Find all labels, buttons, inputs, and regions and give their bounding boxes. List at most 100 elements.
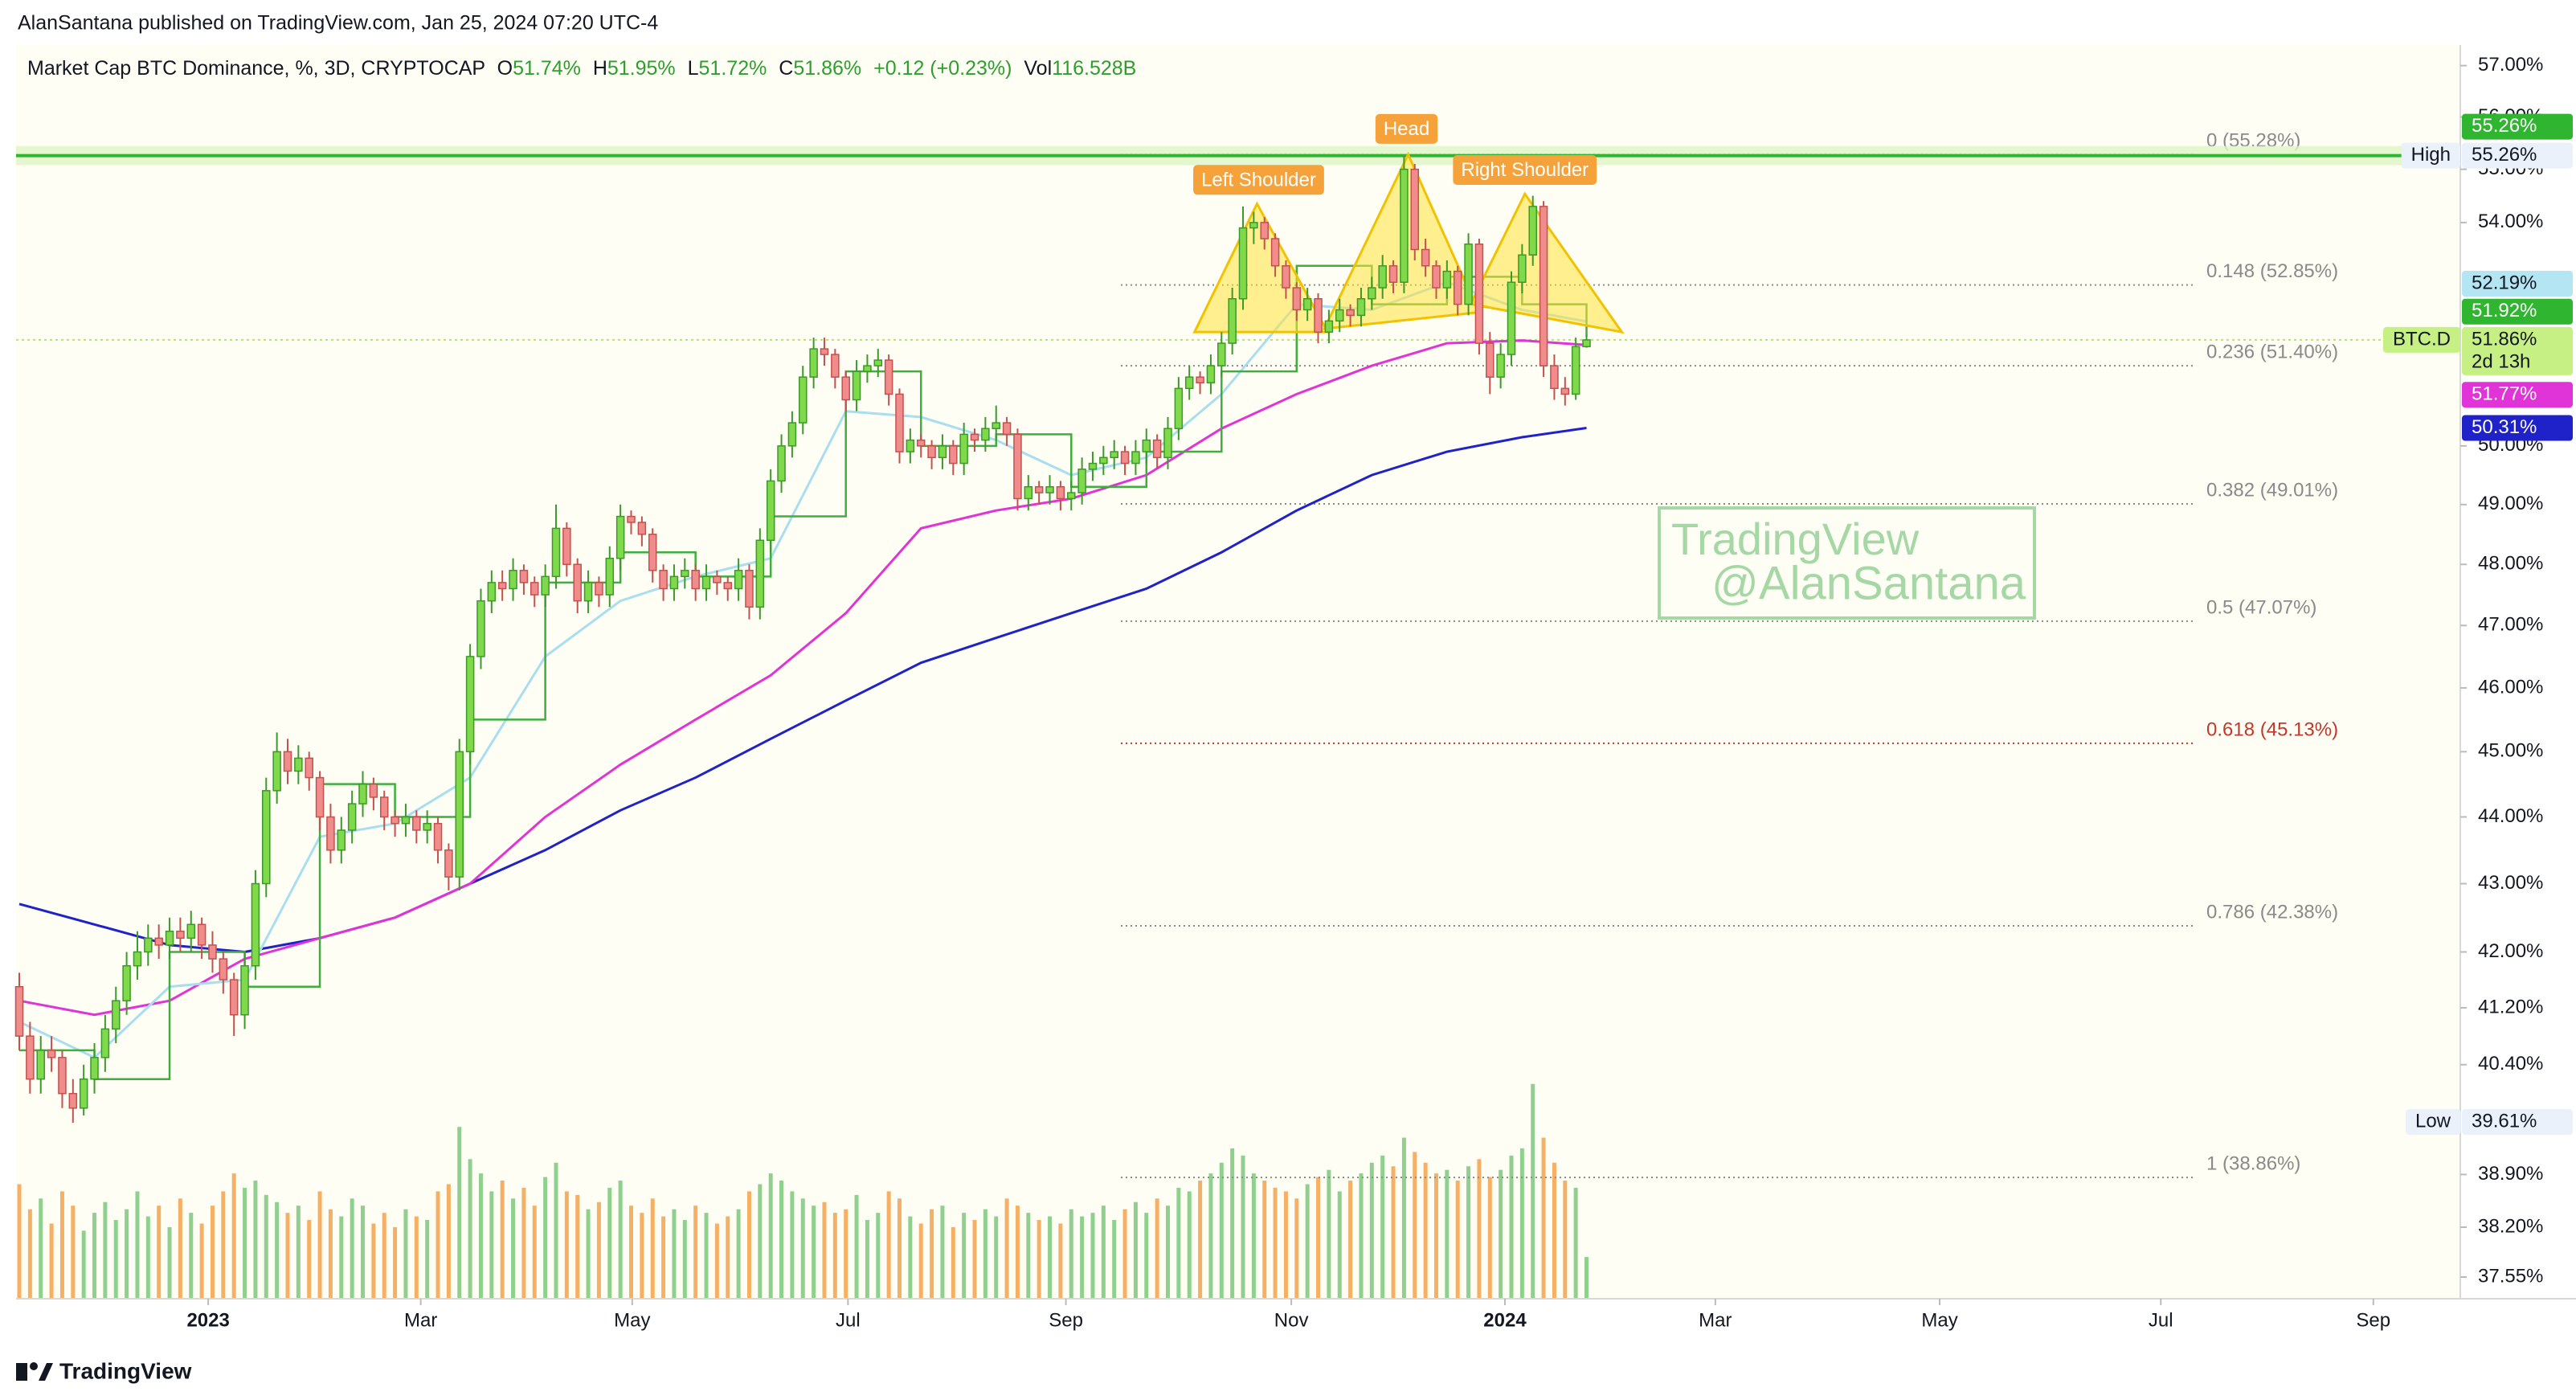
legend-h-label: H — [593, 57, 607, 80]
candle-body — [455, 751, 464, 878]
volume-bar — [661, 1216, 666, 1299]
price-tag-box — [2462, 298, 2573, 325]
candle-body — [916, 439, 926, 447]
candle-body — [1302, 298, 1312, 311]
candle-body — [669, 575, 679, 590]
candle-body — [1174, 387, 1184, 429]
volume-bar — [865, 1220, 869, 1299]
volume-bar — [1327, 1169, 1331, 1299]
candle-body — [262, 790, 271, 885]
volume-bar — [994, 1216, 999, 1299]
volume-bar — [1391, 1166, 1396, 1299]
candle-body — [283, 751, 292, 772]
volume-bar — [157, 1206, 162, 1299]
volume-bar — [682, 1220, 687, 1299]
fib-label: 1 (38.86%) — [2206, 1152, 2300, 1174]
volume-bar — [1165, 1206, 1170, 1299]
candle-body — [1560, 387, 1570, 395]
volume-bar — [231, 1173, 236, 1299]
volume-bar — [844, 1209, 848, 1299]
volume-bar — [575, 1194, 580, 1299]
candle-body — [1539, 206, 1548, 366]
volume-bar — [1241, 1155, 1245, 1299]
pattern-label-box — [1375, 113, 1438, 144]
price-tag-box — [2462, 326, 2573, 375]
candle-body — [787, 422, 797, 447]
candle-body — [906, 439, 915, 452]
candle-body — [959, 433, 968, 465]
candle-body — [1507, 281, 1516, 355]
volume-bar — [1337, 1191, 1342, 1299]
price-tag-side: High — [2411, 144, 2451, 166]
candle-body — [358, 783, 367, 804]
volume-bar — [854, 1194, 859, 1299]
candle-body — [659, 570, 668, 590]
plot-area — [16, 45, 2460, 1299]
candle-body — [1496, 354, 1505, 378]
candle-body — [509, 570, 517, 590]
volume-bar — [1477, 1159, 1482, 1299]
volume-bar — [1573, 1187, 1578, 1299]
candle-body — [133, 951, 142, 967]
volume-bar — [167, 1226, 172, 1299]
candle-body — [852, 370, 861, 401]
candle-body — [390, 816, 399, 825]
candle-body — [1249, 222, 1258, 229]
candle-body — [1432, 265, 1441, 289]
volume-bar — [27, 1209, 32, 1299]
candle-body — [1464, 243, 1473, 305]
fib-label: 0.786 (42.38%) — [2206, 901, 2338, 923]
logo-slash — [39, 1363, 53, 1381]
volume-bar — [1198, 1181, 1203, 1299]
volume-bar — [596, 1201, 601, 1299]
logo-mark — [16, 1363, 27, 1381]
candle-body — [186, 923, 196, 939]
candle-body — [766, 480, 775, 542]
candle-body — [981, 428, 990, 441]
candle-body — [562, 527, 571, 566]
candle-body — [1356, 298, 1366, 317]
candle-body — [208, 944, 217, 960]
volume-bar — [71, 1206, 76, 1299]
price-tag-label: 39.61% — [2472, 1110, 2537, 1132]
footer-text: TradingView — [59, 1358, 192, 1383]
x-tick-label: Sep — [1049, 1309, 1083, 1331]
price-tag-label: 50.31% — [2472, 416, 2537, 438]
volume-bar — [189, 1213, 194, 1299]
candle-body — [541, 575, 550, 596]
y-tick-label: 44.00% — [2478, 805, 2543, 827]
volume-bar — [478, 1173, 483, 1299]
candle-body — [47, 1050, 56, 1058]
indicator-line — [18, 427, 1587, 954]
volume-bar — [145, 1216, 150, 1299]
volume-bar — [253, 1181, 258, 1299]
volume-bar — [1519, 1148, 1524, 1299]
price-tag-box — [2462, 415, 2573, 441]
candle-body — [219, 958, 228, 980]
price-tag: 55.26% High — [2401, 142, 2573, 169]
volume-bar — [1455, 1181, 1460, 1299]
pattern-label-box — [1453, 155, 1597, 186]
volume-bar — [800, 1198, 805, 1299]
volume-bar — [972, 1220, 977, 1299]
y-tick-label: 38.90% — [2478, 1163, 2543, 1185]
volume-bar — [758, 1184, 763, 1299]
candle-body — [401, 816, 411, 825]
volume-bar — [1348, 1181, 1353, 1299]
volume-bar — [1251, 1173, 1256, 1299]
candle-body — [1238, 227, 1248, 300]
price-tag: 39.61% Low — [2405, 1109, 2573, 1136]
volume-bar — [650, 1198, 655, 1299]
volume-bar — [704, 1213, 709, 1299]
volume-bar — [1144, 1213, 1149, 1299]
volume-bar — [554, 1162, 558, 1299]
volume-bar — [930, 1209, 934, 1299]
candle-body — [1292, 287, 1302, 311]
candle-body — [809, 348, 818, 378]
candle-body — [1206, 365, 1216, 383]
watermark: TradingView@AlanSantana — [1658, 506, 2036, 620]
y-tick-label: 41.20% — [2478, 996, 2543, 1017]
candle-body — [90, 1057, 99, 1080]
x-tick-label: Jul — [836, 1309, 861, 1331]
volume-bar — [1423, 1162, 1428, 1299]
